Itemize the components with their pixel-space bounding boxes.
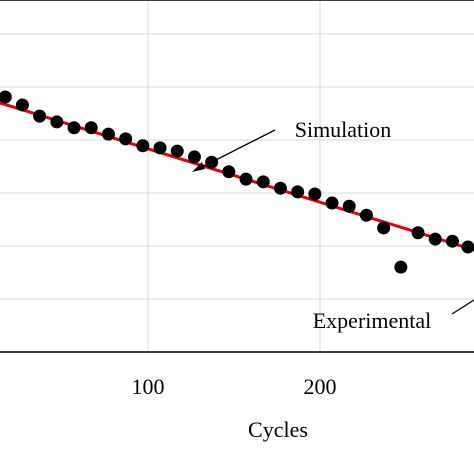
- data-point: [119, 132, 133, 146]
- data-point: [291, 185, 305, 199]
- data-point: [461, 240, 474, 254]
- data-point: [308, 187, 322, 201]
- annotation: Simulation: [295, 117, 392, 142]
- data-point: [411, 226, 425, 240]
- annotation-arrow: [195, 129, 276, 171]
- plot-area: [0, 0, 474, 353]
- data-point: [222, 165, 236, 179]
- data-point: [428, 232, 442, 246]
- data-point: [325, 196, 339, 210]
- data-point: [342, 199, 356, 213]
- data-point: [15, 98, 29, 112]
- data-point: [273, 181, 287, 195]
- data-point: [187, 150, 201, 164]
- data-point: [445, 234, 459, 248]
- data-point: [394, 260, 408, 274]
- data-point: [256, 175, 270, 189]
- annotation: Experimental: [313, 308, 432, 333]
- data-point: [84, 121, 98, 135]
- x-tick-label: 100: [132, 374, 165, 399]
- series-line: [0, 101, 474, 252]
- x-tick-label: 200: [304, 374, 337, 399]
- data-point: [67, 121, 81, 135]
- arrow-head: [192, 162, 205, 172]
- annotation-arrow: [451, 299, 474, 315]
- data-point: [170, 144, 184, 158]
- data-point: [50, 115, 64, 129]
- data-point: [136, 139, 150, 153]
- data-point: [101, 127, 115, 141]
- data-point: [0, 90, 12, 104]
- data-point: [359, 208, 373, 222]
- data-point: [239, 172, 253, 186]
- data-point: [377, 221, 391, 235]
- data-point: [153, 141, 167, 155]
- x-axis-label: Cycles: [248, 417, 308, 442]
- data-point: [33, 109, 47, 123]
- plot-frame: [0, 0, 474, 353]
